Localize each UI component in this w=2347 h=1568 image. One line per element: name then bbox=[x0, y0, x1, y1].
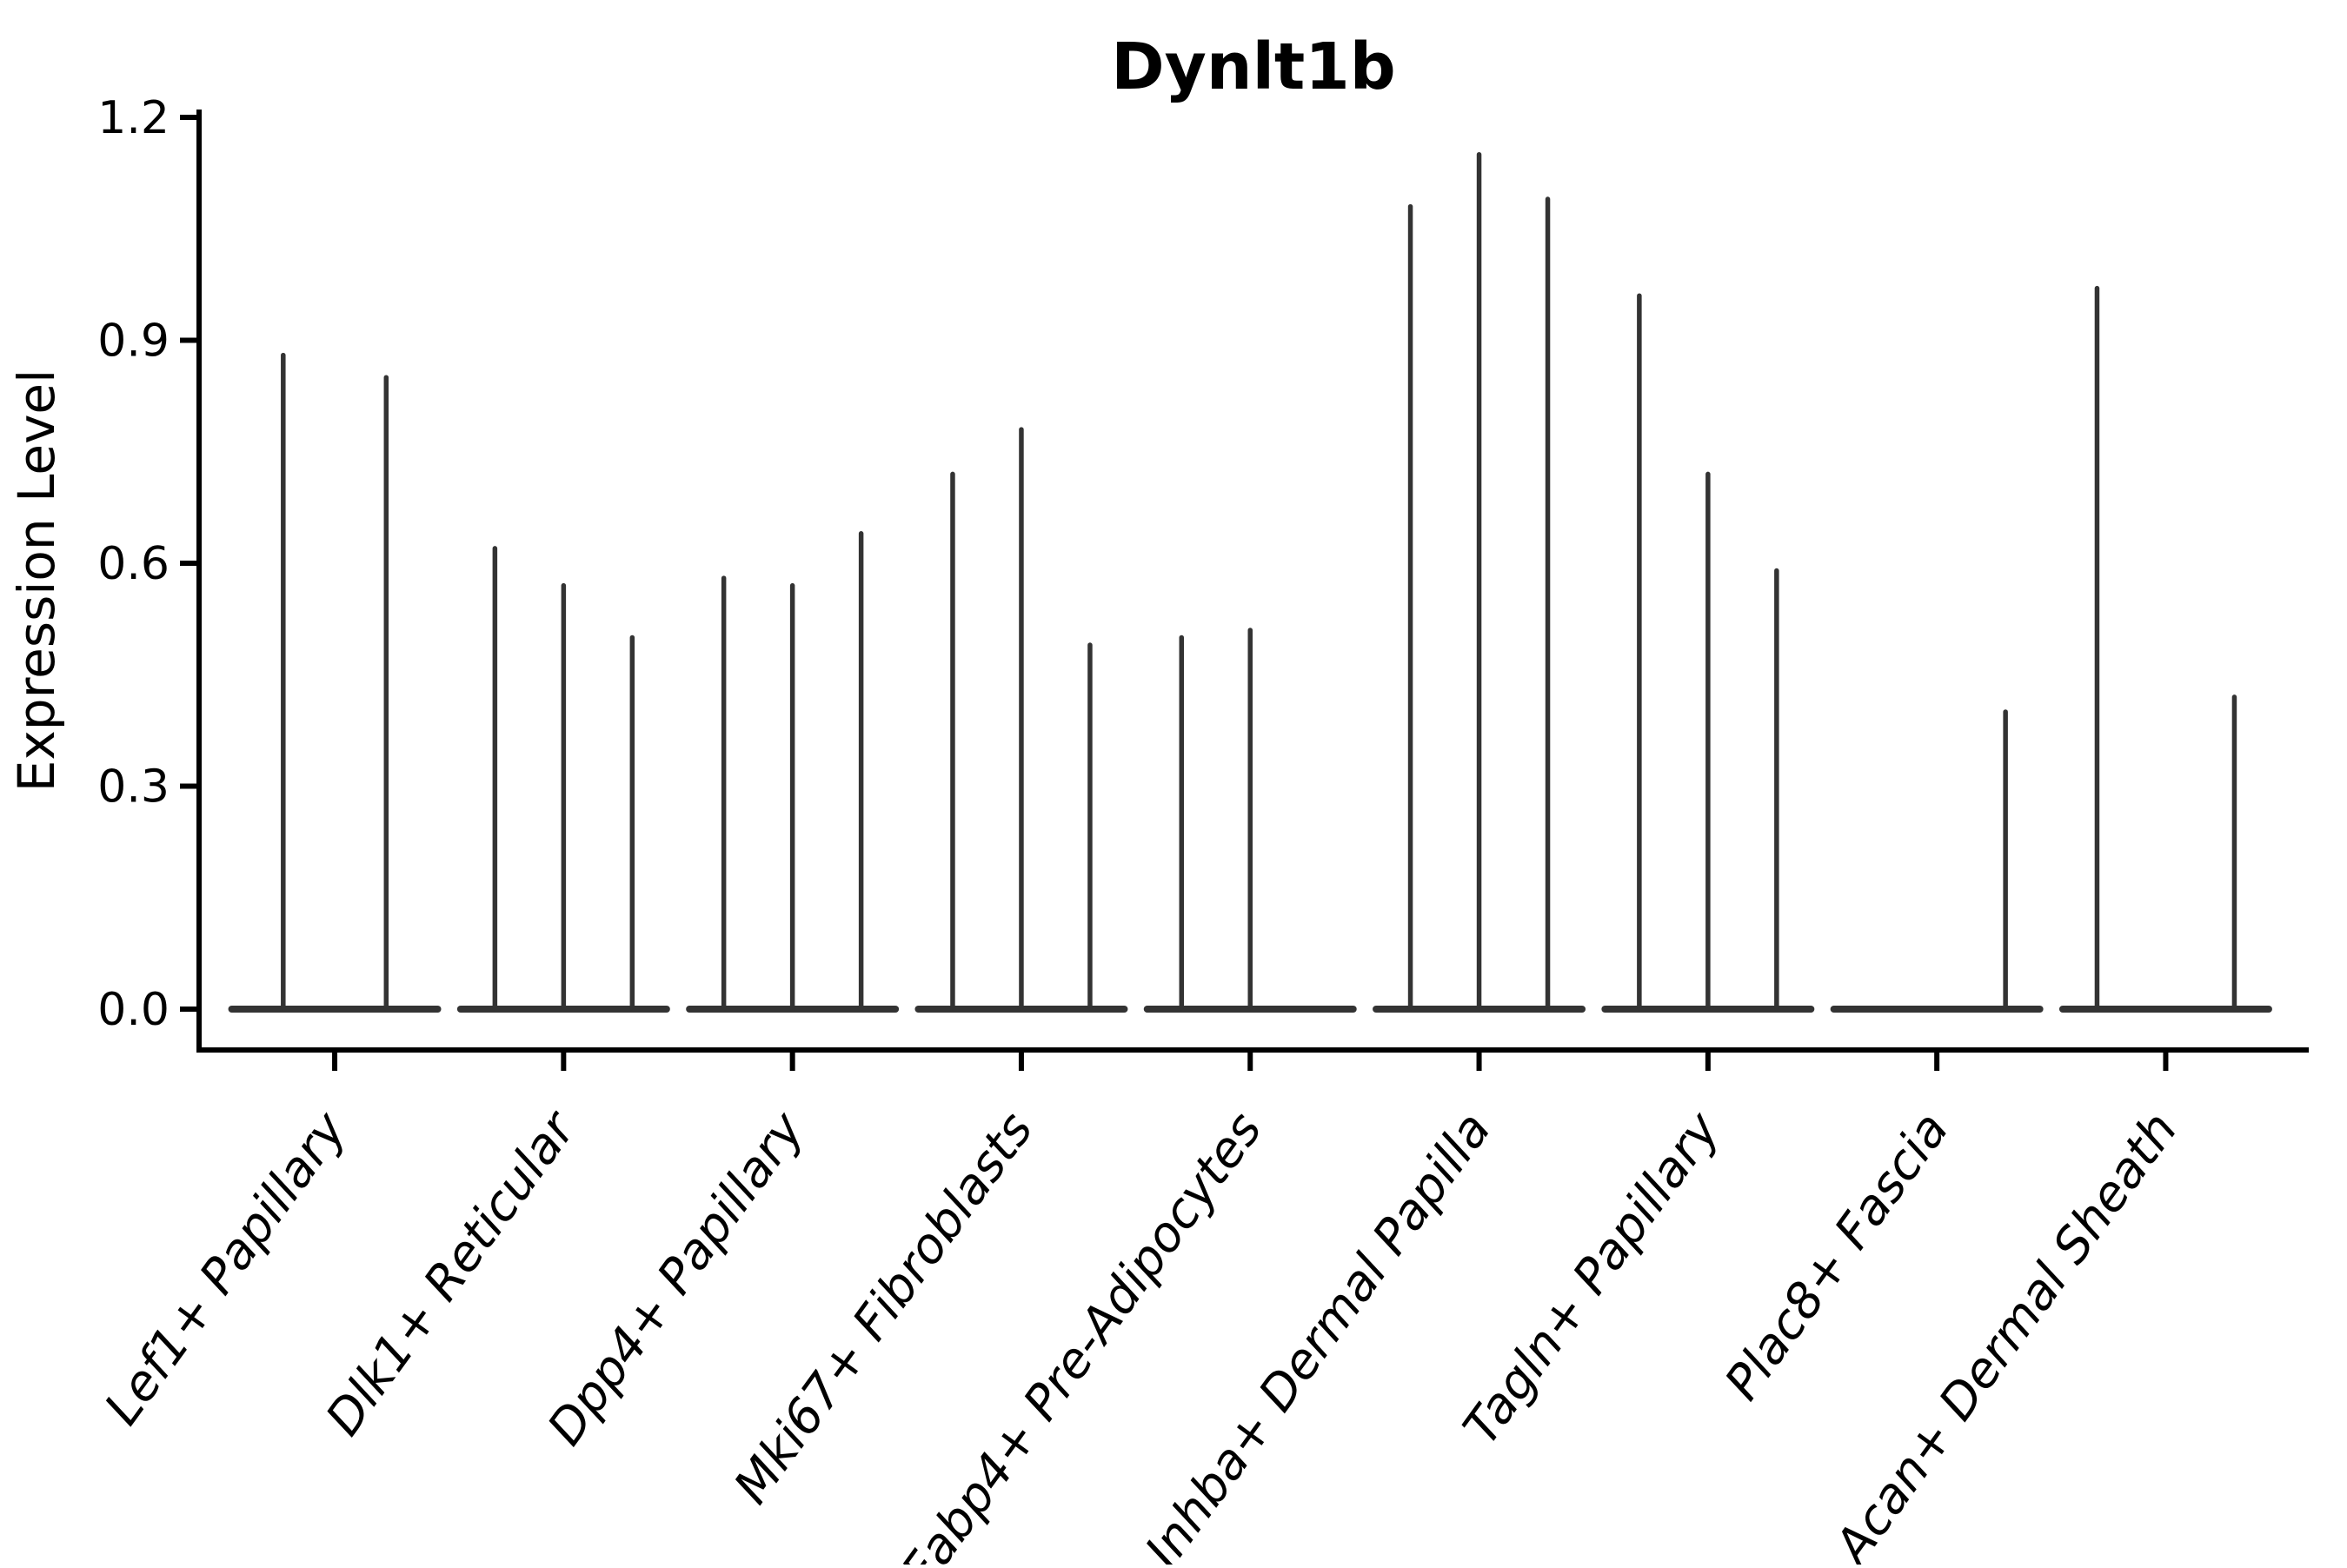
x-tick-label: Dlk1+ Reticular bbox=[316, 1100, 588, 1446]
y-axis-label: Expression Level bbox=[7, 369, 66, 792]
violin-group bbox=[228, 352, 442, 1013]
y-tick-label: 0.6 bbox=[97, 538, 170, 590]
violin-group bbox=[1830, 709, 2044, 1013]
chart-title: Dynlt1b bbox=[1111, 30, 1396, 104]
violins-group bbox=[228, 152, 2272, 1013]
x-tick-label: Tagln+ Papillary bbox=[1453, 1101, 1731, 1455]
y-tick-label: 0.3 bbox=[97, 761, 170, 814]
y-tick-label: 0.9 bbox=[97, 316, 170, 368]
violin-group bbox=[456, 546, 670, 1013]
violin-group bbox=[1601, 293, 1815, 1013]
x-tick-label: Dpp4+ Papillary bbox=[537, 1101, 816, 1455]
violin-group bbox=[1143, 628, 1357, 1013]
x-tick-label: Plac8+ Fascia bbox=[1714, 1102, 1960, 1411]
violin-group bbox=[914, 427, 1128, 1013]
violin-group bbox=[1373, 152, 1586, 1013]
y-tick-label: 0.0 bbox=[97, 984, 170, 1036]
violin-group bbox=[686, 531, 900, 1013]
violin-group bbox=[2058, 285, 2272, 1013]
y-tick-label: 1.2 bbox=[97, 92, 170, 144]
x-tick-label: Lef1+ Papillary bbox=[94, 1101, 358, 1435]
